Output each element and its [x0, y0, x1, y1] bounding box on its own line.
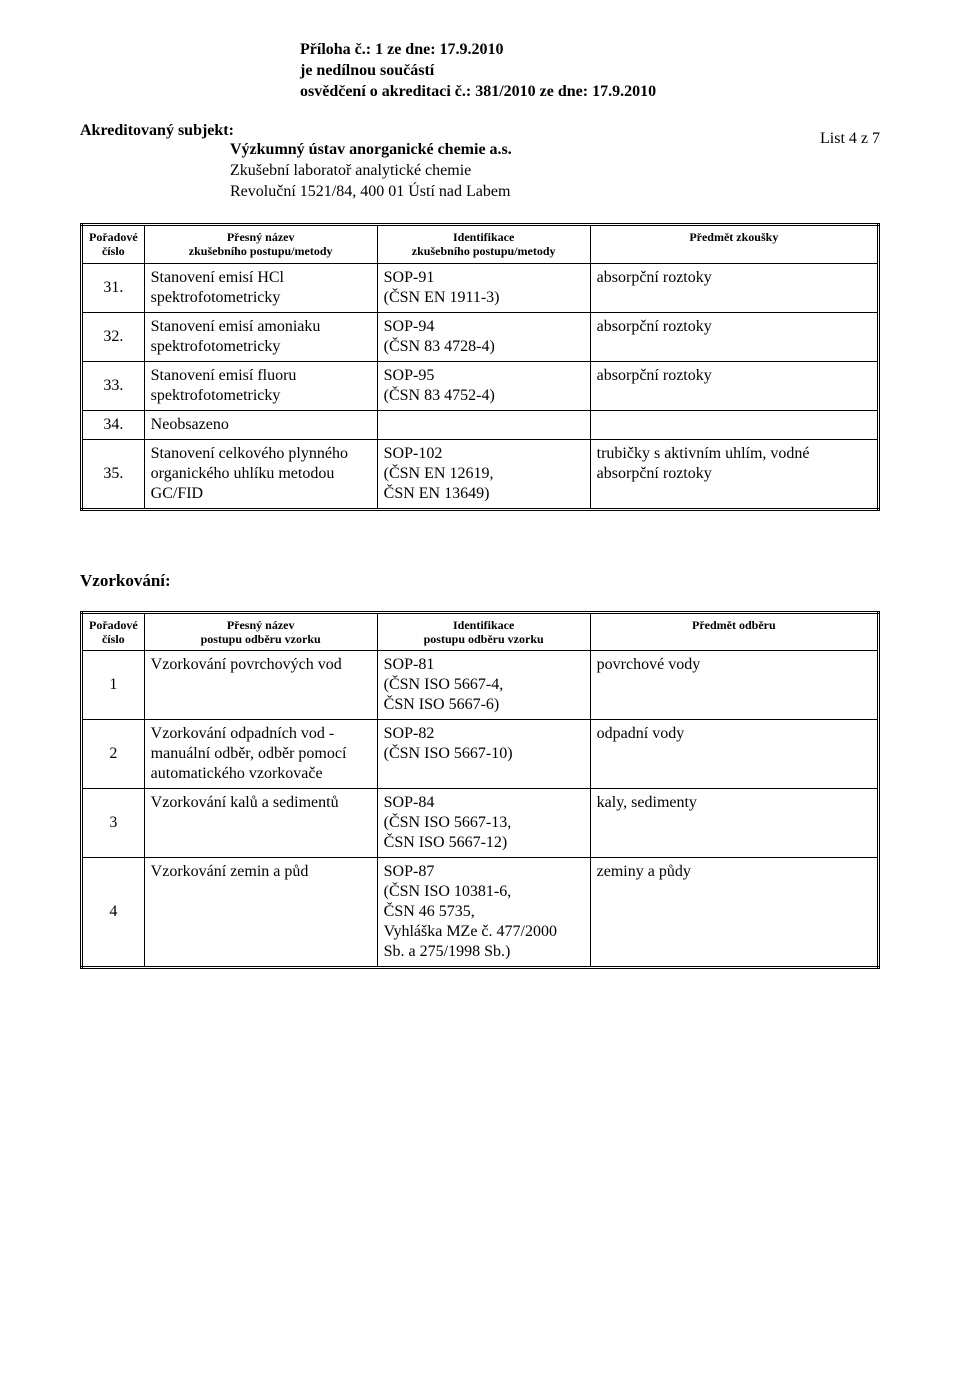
subject-heading: Akreditovaný subjekt: — [80, 122, 880, 140]
cell-ident — [377, 410, 590, 439]
table-sampling-body: 1Vzorkování povrchových vodSOP-81(ČSN IS… — [82, 651, 879, 968]
table-header-row: Pořadové číslo Přesný název postupu odbě… — [82, 612, 879, 651]
table-row: 4Vzorkování zemin a půdSOP-87(ČSN ISO 10… — [82, 858, 879, 968]
subject-lab: Zkušební laboratoř analytické chemie — [230, 161, 880, 182]
table-sampling: Pořadové číslo Přesný název postupu odbě… — [80, 611, 880, 970]
table-row: 3Vzorkování kalů a sedimentůSOP-84(ČSN I… — [82, 789, 879, 858]
cell-subject: zeminy a půdy — [590, 858, 878, 968]
cell-subject: kaly, sedimenty — [590, 789, 878, 858]
cell-name: Stanovení celkového plynného organického… — [144, 439, 377, 509]
cell-subject: absorpční roztoky — [590, 361, 878, 410]
list-label: List 4 z 7 — [820, 130, 880, 148]
cell-num: 1 — [82, 651, 145, 720]
cell-name: Stanovení emisí HCl spektrofotometricky — [144, 263, 377, 312]
subject-name: Výzkumný ústav anorganické chemie a.s. — [230, 140, 880, 161]
cell-num: 35. — [82, 439, 145, 509]
cell-name: Vzorkování kalů a sedimentů — [144, 789, 377, 858]
cell-num: 3 — [82, 789, 145, 858]
cell-ident: SOP-81(ČSN ISO 5667-4,ČSN ISO 5667-6) — [377, 651, 590, 720]
col-header-poradove: Pořadové číslo — [82, 612, 145, 651]
table-row: 31.Stanovení emisí HCl spektrofotometric… — [82, 263, 879, 312]
table-header-row: Pořadové číslo Přesný název zkušebního p… — [82, 224, 879, 263]
cell-num: 2 — [82, 720, 145, 789]
table-tests: Pořadové číslo Přesný název zkušebního p… — [80, 223, 880, 511]
cell-ident: SOP-94(ČSN 83 4728-4) — [377, 312, 590, 361]
cell-name: Vzorkování povrchových vod — [144, 651, 377, 720]
cell-subject: absorpční roztoky — [590, 312, 878, 361]
cell-ident: SOP-102(ČSN EN 12619,ČSN EN 13649) — [377, 439, 590, 509]
header-block: Příloha č.: 1 ze dne: 17.9.2010 je nedíl… — [300, 40, 880, 102]
cell-num: 31. — [82, 263, 145, 312]
vzorkovani-title: Vzorkování: — [80, 571, 880, 591]
header-line-1: Příloha č.: 1 ze dne: 17.9.2010 — [300, 40, 880, 61]
table-row: 35.Stanovení celkového plynného organick… — [82, 439, 879, 509]
cell-subject: povrchové vody — [590, 651, 878, 720]
table-tests-body: 31.Stanovení emisí HCl spektrofotometric… — [82, 263, 879, 509]
page: Příloha č.: 1 ze dne: 17.9.2010 je nedíl… — [0, 0, 960, 1380]
col-header-poradove: Pořadové číslo — [82, 224, 145, 263]
table-row: 2Vzorkování odpadních vod - manuální odb… — [82, 720, 879, 789]
col-header-nazev: Přesný název zkušebního postupu/metody — [144, 224, 377, 263]
col-header-identifikace: Identifikace zkušebního postupu/metody — [377, 224, 590, 263]
table-row: 33.Stanovení emisí fluoru spektrofotomet… — [82, 361, 879, 410]
table-row: 34.Neobsazeno — [82, 410, 879, 439]
header-line-3: osvědčení o akreditaci č.: 381/2010 ze d… — [300, 82, 880, 103]
cell-ident: SOP-84(ČSN ISO 5667-13,ČSN ISO 5667-12) — [377, 789, 590, 858]
col-header-predmet: Předmět odběru — [590, 612, 878, 651]
subject-detail: Výzkumný ústav anorganické chemie a.s. Z… — [230, 140, 880, 202]
cell-num: 33. — [82, 361, 145, 410]
cell-ident: SOP-82(ČSN ISO 5667-10) — [377, 720, 590, 789]
cell-subject: absorpční roztoky — [590, 263, 878, 312]
cell-subject — [590, 410, 878, 439]
cell-subject: odpadní vody — [590, 720, 878, 789]
cell-name: Stanovení emisí fluoru spektrofotometric… — [144, 361, 377, 410]
table-row: 1Vzorkování povrchových vodSOP-81(ČSN IS… — [82, 651, 879, 720]
col-header-nazev: Přesný název postupu odběru vzorku — [144, 612, 377, 651]
col-header-identifikace: Identifikace postupu odběru vzorku — [377, 612, 590, 651]
cell-subject: trubičky s aktivním uhlím, vodné absorpč… — [590, 439, 878, 509]
cell-name: Vzorkování odpadních vod - manuální odbě… — [144, 720, 377, 789]
subject-addr: Revoluční 1521/84, 400 01 Ústí nad Labem — [230, 182, 880, 203]
cell-ident: SOP-95(ČSN 83 4752-4) — [377, 361, 590, 410]
cell-ident: SOP-91(ČSN EN 1911-3) — [377, 263, 590, 312]
cell-num: 34. — [82, 410, 145, 439]
cell-name: Neobsazeno — [144, 410, 377, 439]
cell-num: 4 — [82, 858, 145, 968]
cell-name: Vzorkování zemin a půd — [144, 858, 377, 968]
table-row: 32.Stanovení emisí amoniaku spektrofotom… — [82, 312, 879, 361]
cell-ident: SOP-87(ČSN ISO 10381-6,ČSN 46 5735,Vyhlá… — [377, 858, 590, 968]
cell-num: 32. — [82, 312, 145, 361]
header-line-2: je nedílnou součástí — [300, 61, 880, 82]
col-header-predmet: Předmět zkoušky — [590, 224, 878, 263]
cell-name: Stanovení emisí amoniaku spektrofotometr… — [144, 312, 377, 361]
